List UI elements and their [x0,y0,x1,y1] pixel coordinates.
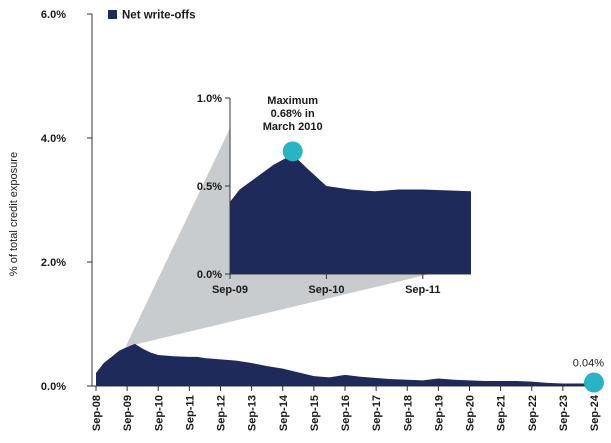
y-axis-title: % of total credit exposure [8,152,20,276]
x-tick-label: Sep-21 [496,395,508,431]
legend-label: Net write-offs [122,10,195,22]
x-tick-label: Sep-11 [184,395,196,430]
inset-x-tick-label: Sep-09 [212,284,248,296]
series-area-net-write-offs [96,343,594,386]
y-tick-label: 2.0% [41,257,66,269]
inset-peak-label: 0.68% in [271,108,315,120]
inset-series-area [230,154,471,274]
legend-swatch [108,10,117,19]
y-tick-label: 6.0% [41,9,66,21]
end-value-label: 0.04% [573,358,604,370]
inset-x-tick-label: Sep-11 [405,284,440,296]
inset-y-tick-label: 0.5% [197,181,222,193]
inset-peak-label: Maximum [267,95,318,107]
x-tick-label: Sep-08 [91,395,103,431]
x-tick-label: Sep-15 [309,395,321,431]
x-tick-label: Sep-18 [402,395,414,431]
inset-x-tick-label: Sep-10 [308,284,344,296]
x-tick-label: Sep-14 [278,394,290,431]
x-tick-label: Sep-24 [589,394,601,431]
y-tick-label: 4.0% [41,133,66,145]
x-tick-label: Sep-09 [122,395,134,431]
zoom-connector [125,128,430,347]
inset-y-tick-label: 1.0% [197,93,222,105]
x-tick-label: Sep-19 [433,395,445,431]
x-tick-label: Sep-12 [216,395,228,431]
inset-peak-label: March 2010 [263,121,323,133]
x-tick-label: Sep-17 [371,395,383,431]
x-tick-label: Sep-13 [247,395,259,431]
end-value-marker [584,372,604,393]
inset-peak-marker [282,141,303,162]
x-tick-label: Sep-10 [153,395,165,431]
x-tick-label: Sep-22 [527,395,539,431]
y-tick-label: 0.0% [41,381,66,393]
x-tick-label: Sep-20 [465,395,477,431]
x-tick-label: Sep-16 [340,395,352,431]
inset-y-tick-label: 0.0% [197,269,222,281]
x-tick-label: Sep-23 [558,395,570,431]
